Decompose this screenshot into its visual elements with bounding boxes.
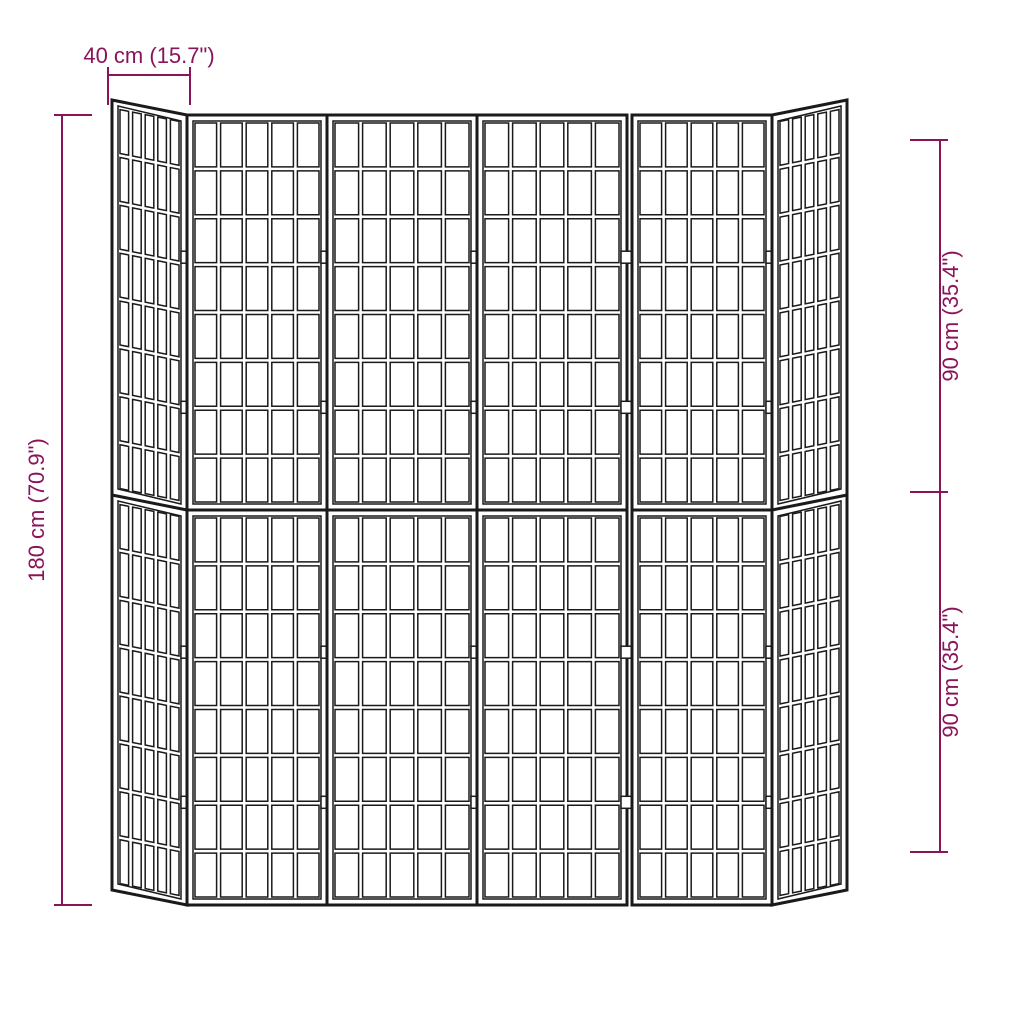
dim-height-right-upper-label: 90 cm (35.4"): [938, 250, 963, 381]
dim-height-right-lower: 90 cm (35.4"): [910, 492, 963, 852]
dim-width-top-label: 40 cm (15.7"): [83, 43, 214, 68]
dim-width-top: 40 cm (15.7"): [83, 43, 214, 105]
panel-5: [632, 115, 778, 905]
panel-4: [477, 115, 633, 905]
panel-1: [112, 100, 193, 905]
dim-height-left: 180 cm (70.9"): [24, 115, 92, 905]
dim-height-right-upper: 90 cm (35.4"): [910, 140, 963, 492]
dim-height-left-label: 180 cm (70.9"): [24, 438, 49, 582]
dimension-diagram: 40 cm (15.7") 180 cm (70.9") 90 cm (35.4")…: [0, 0, 1024, 1024]
panel-3: [327, 115, 483, 905]
panel-2: [187, 115, 333, 905]
panel-6: [772, 100, 847, 905]
dim-height-right-lower-label: 90 cm (35.4"): [938, 606, 963, 737]
